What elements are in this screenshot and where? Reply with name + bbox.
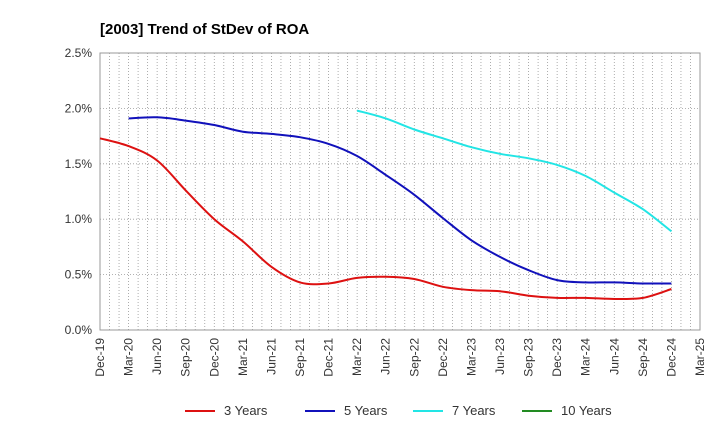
chart-title: [2003] Trend of StDev of ROA	[100, 21, 309, 38]
series-layer	[99, 109, 673, 301]
x-tick-label: Mar-23	[464, 338, 478, 376]
legend-label: 7 Years	[452, 403, 496, 418]
legend-label: 5 Years	[344, 403, 388, 418]
x-tick-label: Jun-21	[264, 338, 278, 375]
y-tick-label: 2.5%	[65, 46, 93, 60]
x-tick-label: Mar-21	[236, 338, 250, 376]
legend: 3 Years 5 Years 7 Years 10 Years	[185, 403, 612, 418]
x-tick-label: Jun-24	[607, 338, 621, 375]
series-line-5-years	[128, 116, 672, 285]
x-tick-label: Mar-20	[122, 338, 136, 376]
x-tick-label: Dec-19	[93, 338, 107, 377]
y-axis-ticks: 0.0% 0.5% 1.0% 1.5% 2.0% 2.5%	[65, 46, 93, 337]
x-tick-label: Jun-22	[379, 338, 393, 375]
x-tick-label: Sep-21	[293, 338, 307, 377]
legend-label: 3 Years	[224, 403, 268, 418]
x-tick-label: Dec-22	[436, 338, 450, 377]
x-tick-label: Sep-24	[636, 338, 650, 377]
y-tick-label: 1.5%	[65, 157, 93, 171]
x-tick-label: Dec-23	[550, 338, 564, 377]
x-tick-label: Sep-23	[522, 338, 536, 377]
y-tick-label: 2.0%	[65, 101, 93, 115]
x-axis-ticks: Dec-19 Mar-20 Jun-20 Sep-20 Dec-20 Mar-21 Jun-…	[93, 338, 707, 377]
x-tick-label: Dec-21	[322, 338, 336, 377]
x-tick-label: Mar-25	[693, 338, 707, 376]
series-line-7-years	[356, 109, 673, 233]
x-tick-label: Dec-24	[664, 338, 678, 377]
series-line-3-years	[99, 137, 672, 301]
plot-border	[99, 52, 701, 331]
grid	[99, 52, 701, 331]
x-tick-label: Jun-23	[493, 338, 507, 375]
y-tick-label: 0.0%	[65, 323, 93, 337]
x-tick-label: Sep-22	[407, 338, 421, 377]
y-tick-label: 0.5%	[65, 268, 93, 282]
x-tick-label: Sep-20	[179, 338, 193, 377]
x-tick-label: Mar-24	[579, 338, 593, 376]
x-tick-label: Mar-22	[350, 338, 364, 376]
y-tick-label: 1.0%	[65, 212, 93, 226]
x-tick-label: Dec-20	[207, 338, 221, 377]
x-tick-label: Jun-20	[150, 338, 164, 375]
legend-label: 10 Years	[561, 403, 612, 418]
